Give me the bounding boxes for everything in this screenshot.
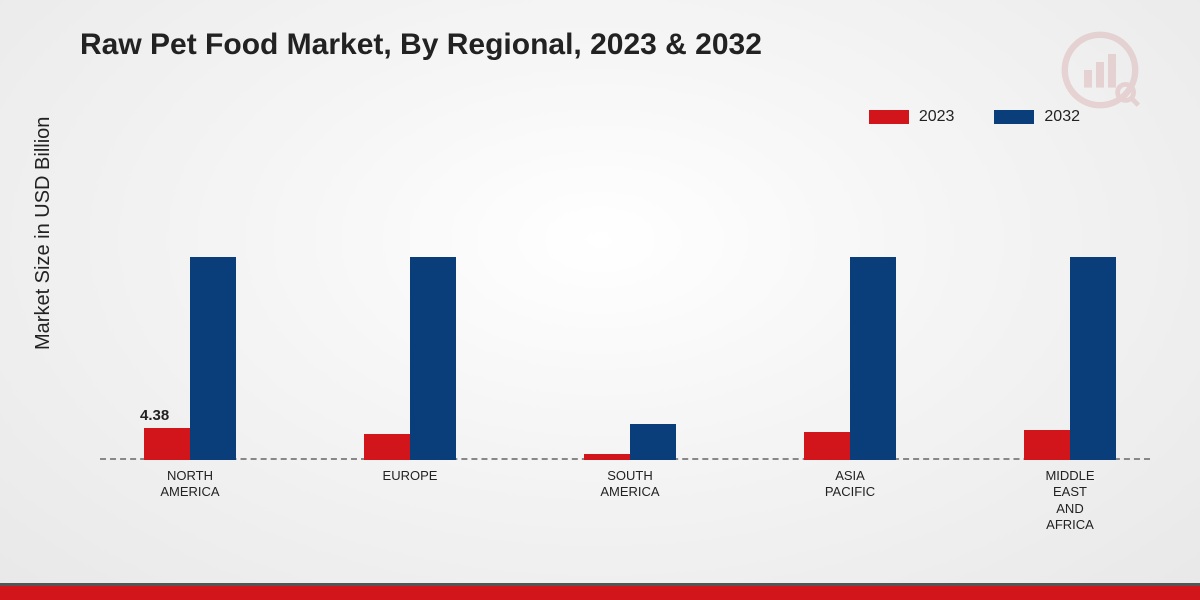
bar-group: 4.38 xyxy=(120,257,260,460)
legend: 2023 2032 xyxy=(869,108,1080,126)
bar-group xyxy=(1000,257,1140,460)
legend-label-2023: 2023 xyxy=(919,108,955,126)
legend-swatch-2032 xyxy=(994,110,1034,124)
x-tick-label: MIDDLEEASTANDAFRICA xyxy=(1000,468,1140,533)
plot-area: 4.38 xyxy=(100,170,1150,460)
bar-2032 xyxy=(850,257,896,460)
bar-2032 xyxy=(190,257,236,460)
bar-group xyxy=(340,257,480,460)
footer-accent-bar xyxy=(0,586,1200,600)
bar-2032 xyxy=(410,257,456,460)
watermark-logo xyxy=(1060,30,1140,110)
y-axis-label: Market Size in USD Billion xyxy=(32,117,55,350)
x-axis-labels: NORTHAMERICA EUROPE SOUTHAMERICA ASIAPACIFI… xyxy=(100,468,1150,548)
legend-item-2023: 2023 xyxy=(869,108,955,126)
bar-2023 xyxy=(584,454,630,460)
bar-2023 xyxy=(1024,430,1070,460)
bar-2032 xyxy=(1070,257,1116,460)
legend-swatch-2023 xyxy=(869,110,909,124)
chart-title: Raw Pet Food Market, By Regional, 2023 &… xyxy=(80,28,762,62)
bar-value-label: 4.38 xyxy=(140,407,169,424)
x-tick-label: EUROPE xyxy=(340,468,480,484)
legend-label-2032: 2032 xyxy=(1044,108,1080,126)
bar-2023 xyxy=(364,434,410,460)
bar-2032 xyxy=(630,424,676,460)
x-tick-label: ASIAPACIFIC xyxy=(780,468,920,501)
bar-2023 xyxy=(144,428,190,460)
legend-item-2032: 2032 xyxy=(994,108,1080,126)
bar-group xyxy=(780,257,920,460)
bar-2023 xyxy=(804,432,850,460)
bar-group xyxy=(560,424,700,460)
x-tick-label: SOUTHAMERICA xyxy=(560,468,700,501)
x-tick-label: NORTHAMERICA xyxy=(120,468,260,501)
